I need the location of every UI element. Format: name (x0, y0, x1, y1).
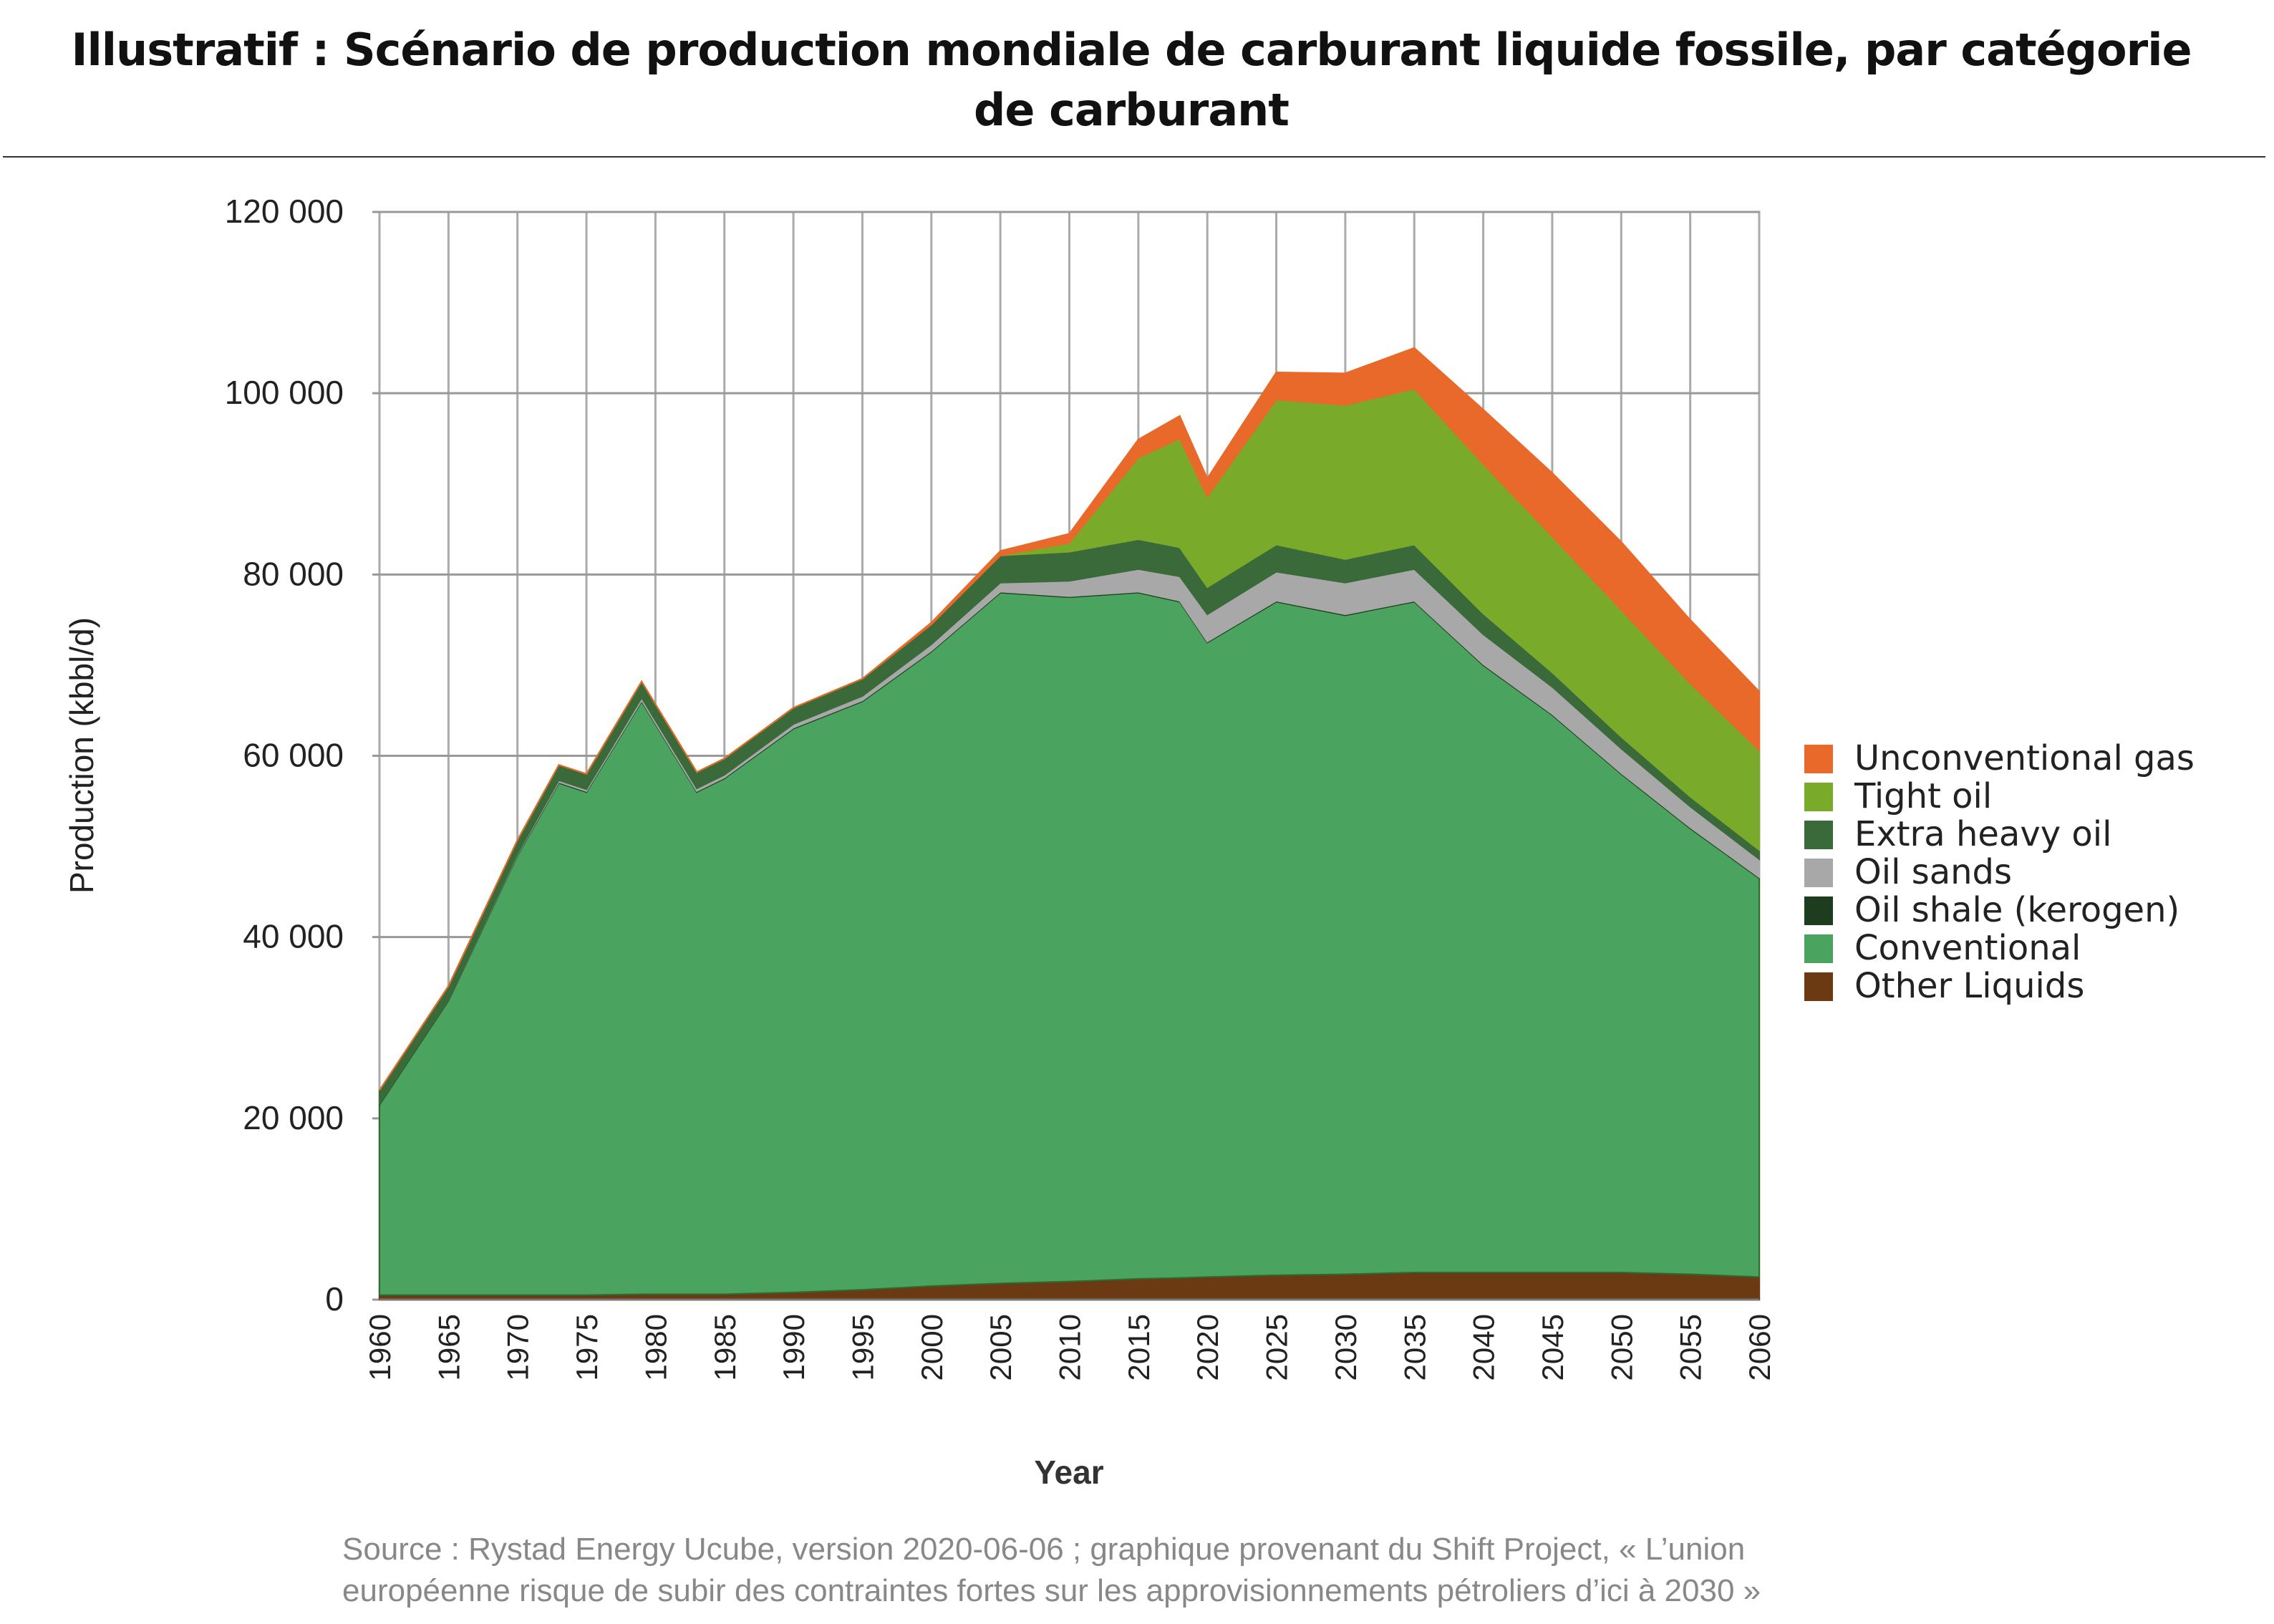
x-tick-label: 1975 (570, 1314, 604, 1381)
legend-label: Other Liquids (1854, 966, 2084, 1006)
y-tick-label: 60 000 (243, 737, 344, 774)
x-tick-label: 2005 (984, 1314, 1017, 1381)
title-divider (3, 156, 2265, 158)
x-axis-label: Year (1034, 1454, 1103, 1491)
legend-swatch (1804, 896, 1833, 925)
x-tick-label: 2000 (915, 1314, 949, 1381)
x-tick-label: 2035 (1398, 1314, 1431, 1381)
y-tick-label: 100 000 (225, 374, 344, 411)
legend-swatch (1804, 934, 1833, 963)
y-tick-label: 0 (325, 1280, 344, 1318)
x-tick-label: 1960 (363, 1314, 397, 1381)
source-line-1: Source : Rystad Energy Ucube, version 20… (342, 1532, 1746, 1567)
area-unconventional-gas (379, 347, 1760, 1091)
legend-swatch (1804, 859, 1833, 887)
areas (379, 347, 1760, 1300)
x-tick-label: 2050 (1605, 1314, 1638, 1381)
y-tick-label: 20 000 (243, 1099, 344, 1136)
legend-label: Extra heavy oil (1854, 814, 2111, 854)
legend-swatch (1804, 783, 1833, 811)
legend-label: Oil shale (kerogen) (1854, 890, 2179, 930)
legend-swatch (1804, 745, 1833, 773)
x-tick-label: 2025 (1260, 1314, 1294, 1381)
x-tick-label: 2055 (1674, 1314, 1708, 1381)
x-tick-label: 2020 (1191, 1314, 1224, 1381)
source-line-2: européenne risque de subir des contraint… (342, 1573, 1761, 1608)
legend-label: Conventional (1854, 928, 2081, 968)
legend-swatch (1804, 821, 1833, 849)
x-tick-label: 2015 (1122, 1314, 1156, 1381)
chart-title: Illustratif : Scénario de production mon… (71, 24, 2192, 136)
y-axis-label: Production (kbbl/d) (63, 617, 100, 894)
x-tick-label: 1980 (639, 1314, 672, 1381)
source-note: Source : Rystad Energy Ucube, version 20… (342, 1529, 1761, 1612)
x-tick-label: 2060 (1743, 1314, 1776, 1381)
x-tick-label: 2045 (1536, 1314, 1569, 1381)
x-tick-label: 2010 (1053, 1314, 1087, 1381)
x-tick-label: 2030 (1329, 1314, 1363, 1381)
x-tick-label: 2040 (1467, 1314, 1501, 1381)
y-tick-label: 40 000 (243, 918, 344, 955)
legend-label: Tight oil (1854, 776, 1992, 816)
legend-label: Oil sands (1854, 852, 2012, 892)
axes: 1960 1965 1970 1975 1980 1985 1990 1995 2000 2005… (225, 193, 1776, 1381)
y-tick-label: 120 000 (225, 193, 344, 230)
x-tick-label: 1995 (846, 1314, 879, 1381)
x-tick-label: 1965 (432, 1314, 465, 1381)
legend-swatch (1804, 972, 1833, 1001)
x-tick-label: 1970 (501, 1314, 535, 1381)
x-tick-label: 1990 (777, 1314, 811, 1381)
x-tick-label: 1985 (708, 1314, 742, 1381)
legend-label: Unconventional gas (1854, 738, 2195, 778)
y-tick-label: 80 000 (243, 555, 344, 592)
